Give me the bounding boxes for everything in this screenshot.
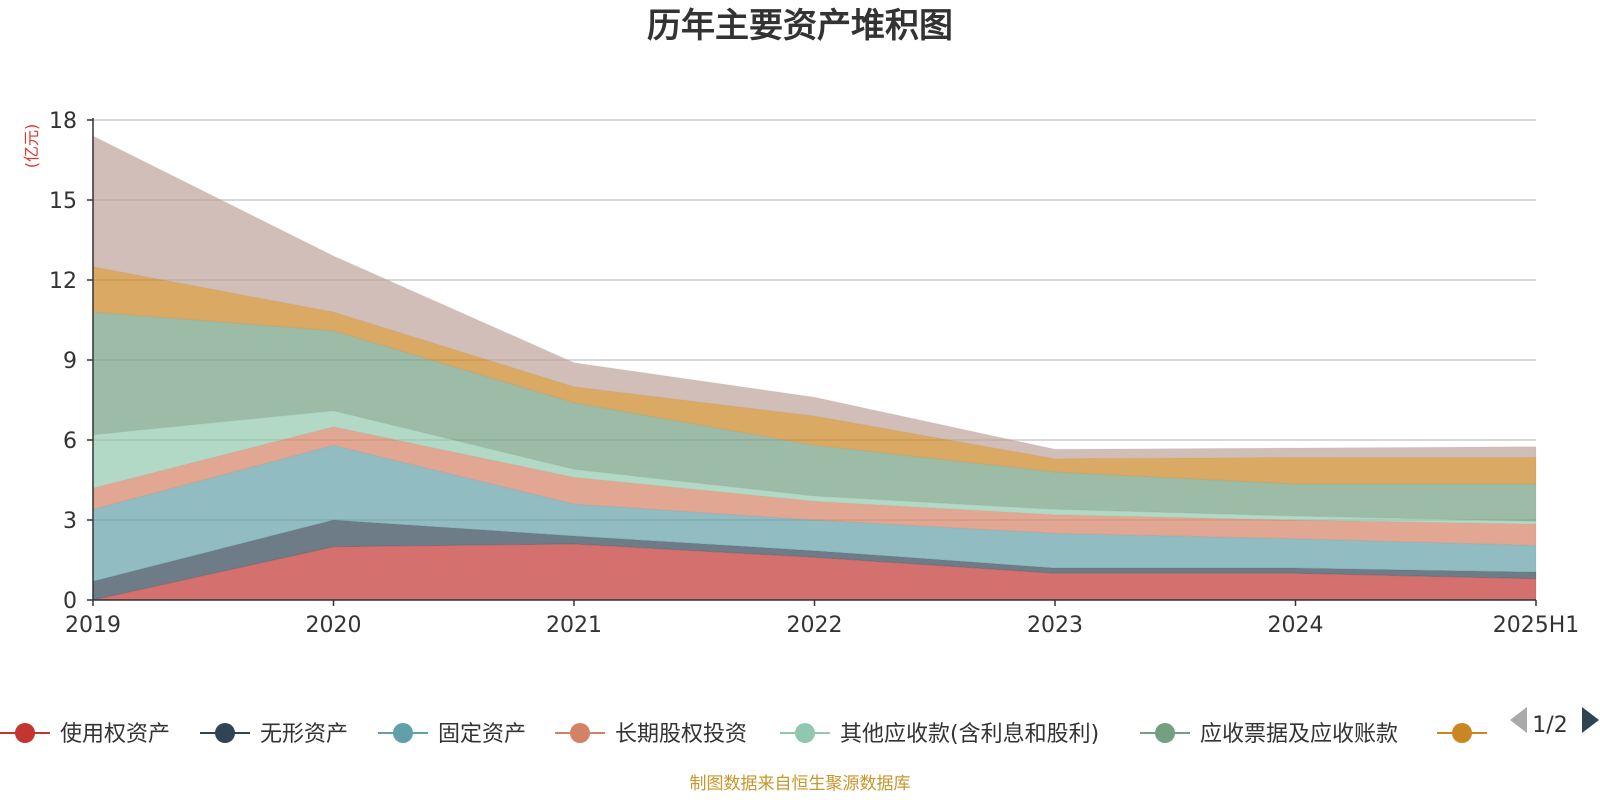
legend-marker-icon	[1452, 723, 1472, 743]
legend-item-2[interactable]: 无形资产	[200, 722, 348, 747]
legend-item-7[interactable]	[1437, 723, 1487, 743]
area-series-2	[92, 519, 1537, 601]
legend-label: 无形资产	[260, 722, 348, 747]
area-series-5	[92, 410, 1537, 525]
y-tick-label: 15	[49, 189, 77, 214]
legend-marker-icon	[393, 723, 413, 743]
legend-item-5[interactable]: 其他应收款(含利息和股利)	[780, 722, 1099, 747]
legend-prev-page-icon[interactable]	[1510, 707, 1527, 733]
data-source-note: 制图数据来自恒生聚源数据库	[690, 774, 911, 794]
legend-label: 长期股权投资	[615, 722, 747, 747]
x-tick-label: 2024	[1268, 613, 1324, 638]
x-tick-label: 2025H1	[1493, 613, 1580, 638]
y-tick-label: 12	[49, 269, 77, 294]
legend-label: 使用权资产	[60, 722, 170, 747]
legend-marker-icon	[1155, 723, 1175, 743]
legend-marker-icon	[15, 723, 35, 743]
y-tick-label: 0	[63, 589, 77, 614]
y-tick-label: 9	[63, 349, 77, 374]
x-tick-label: 2021	[546, 613, 602, 638]
y-axis-unit-label: (亿元)	[22, 124, 41, 169]
legend-item-3[interactable]: 固定资产	[378, 722, 526, 747]
legend-item-6[interactable]: 应收票据及应收账款	[1140, 722, 1398, 747]
x-tick-label: 2023	[1027, 613, 1083, 638]
area-series-3	[92, 444, 1537, 582]
legend-marker-icon	[570, 723, 590, 743]
area-series-layer	[92, 135, 1537, 601]
x-tick-label: 2019	[65, 613, 121, 638]
legend: 使用权资产 无形资产 固定资产 长期股权投资 其他应收款(含利息和股利) 应收票据及应收账…	[0, 722, 1487, 747]
axes: 0 3 6 9 12 15 18 2019 2020 2021 2022 2023 2024 2025H1	[49, 109, 1579, 638]
legend-marker-icon	[795, 723, 815, 743]
legend-marker-icon	[215, 723, 235, 743]
legend-label: 固定资产	[438, 722, 526, 747]
y-tick-label: 18	[49, 109, 77, 134]
legend-item-4[interactable]: 长期股权投资	[555, 722, 747, 747]
legend-label: 应收票据及应收账款	[1200, 722, 1398, 747]
legend-item-1[interactable]: 使用权资产	[0, 722, 170, 747]
legend-pager: 1/2	[1510, 707, 1599, 738]
y-tick-label: 6	[63, 429, 77, 454]
legend-page-indicator: 1/2	[1532, 713, 1567, 738]
legend-label: 其他应收款(含利息和股利)	[840, 722, 1099, 747]
x-tick-label: 2022	[787, 613, 843, 638]
x-tick-label: 2020	[306, 613, 362, 638]
chart-title: 历年主要资产堆积图	[647, 6, 953, 46]
legend-next-page-icon[interactable]	[1582, 707, 1599, 733]
y-tick-label: 3	[63, 509, 77, 534]
area-series-8	[92, 135, 1537, 460]
